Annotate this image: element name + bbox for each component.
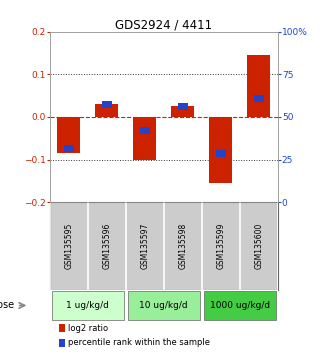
Bar — [95, 104, 118, 117]
Text: GSM135597: GSM135597 — [140, 223, 149, 269]
Title: GDS2924 / 4411: GDS2924 / 4411 — [115, 19, 212, 32]
Bar — [216, 150, 226, 157]
Bar — [254, 95, 264, 102]
Bar — [102, 101, 112, 108]
Bar — [204, 291, 276, 320]
Bar — [140, 127, 150, 134]
Bar — [52, 291, 124, 320]
Bar — [128, 291, 200, 320]
Text: 1000 ug/kg/d: 1000 ug/kg/d — [210, 301, 270, 310]
Bar — [57, 117, 80, 153]
Text: log2 ratio: log2 ratio — [67, 324, 108, 333]
Bar — [64, 145, 74, 152]
Bar — [133, 117, 156, 160]
Bar — [59, 324, 65, 332]
Bar — [171, 106, 194, 117]
Text: GSM135598: GSM135598 — [178, 223, 187, 269]
Bar — [178, 103, 188, 110]
Text: dose: dose — [0, 301, 14, 310]
Bar — [209, 117, 232, 183]
Text: percentile rank within the sample: percentile rank within the sample — [67, 338, 210, 347]
Text: GSM135599: GSM135599 — [216, 223, 225, 269]
Text: GSM135600: GSM135600 — [254, 223, 263, 269]
Text: 10 ug/kg/d: 10 ug/kg/d — [139, 301, 188, 310]
Text: 1 ug/kg/d: 1 ug/kg/d — [66, 301, 109, 310]
Text: GSM135595: GSM135595 — [64, 223, 73, 269]
Bar — [59, 339, 65, 347]
Text: GSM135596: GSM135596 — [102, 223, 111, 269]
Bar — [247, 55, 270, 117]
